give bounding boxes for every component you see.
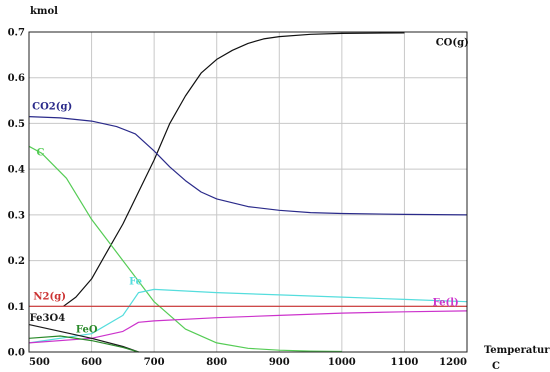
label-co2-g: CO2(g) [32, 102, 72, 113]
x-axis-unit: C [492, 361, 500, 372]
label-fe-l: Fe(l) [433, 297, 459, 308]
label-feo: FeO [76, 324, 98, 335]
label-fe: Fe [129, 276, 142, 287]
y-tick-label: 0.0 [8, 348, 25, 359]
series-line-fe-l [28, 310, 468, 344]
series-line-feo [28, 335, 139, 353]
series-line-co2-g [28, 116, 468, 216]
x-tick-label: 800 [206, 357, 227, 368]
y-tick-label: 0.6 [8, 73, 25, 84]
y-axis-label: kmol [30, 6, 58, 17]
x-tick-label: 1000 [328, 357, 356, 368]
tick-labels: 500 600 700 800 900 1000 1100 1200 0.0 0.1 0.2 0.3 0… [8, 28, 467, 369]
y-tick-label: 0.2 [8, 256, 25, 267]
x-tick-label: 1100 [391, 357, 419, 368]
x-tick-label: 900 [269, 357, 290, 368]
series-lines [28, 32, 468, 353]
x-axis-label: Temperature [484, 345, 550, 356]
label-n2-g: N2(g) [33, 291, 66, 302]
y-tick-label: 0.7 [8, 28, 25, 39]
series-line-co-g [63, 32, 405, 307]
x-tick-label: 700 [144, 357, 165, 368]
series-line-c [28, 145, 342, 353]
y-tick-label: 0.4 [8, 165, 25, 176]
series-line-fe [28, 288, 468, 344]
plot-frame [28, 31, 468, 353]
x-tick-label: 500 [29, 357, 50, 368]
y-tick-label: 0.5 [8, 119, 25, 130]
x-tick-label: 600 [81, 357, 102, 368]
x-tick-label: 1200 [439, 357, 467, 368]
label-c: C [37, 147, 45, 158]
series-labels: CO(g) CO2(g) C Fe Fe(l) N2(g) Fe3O4 FeO [30, 38, 469, 336]
y-tick-label: 0.3 [8, 210, 25, 221]
label-co-g: CO(g) [436, 38, 469, 49]
y-tick-label: 0.1 [8, 302, 25, 313]
label-fe3o4: Fe3O4 [30, 313, 66, 324]
